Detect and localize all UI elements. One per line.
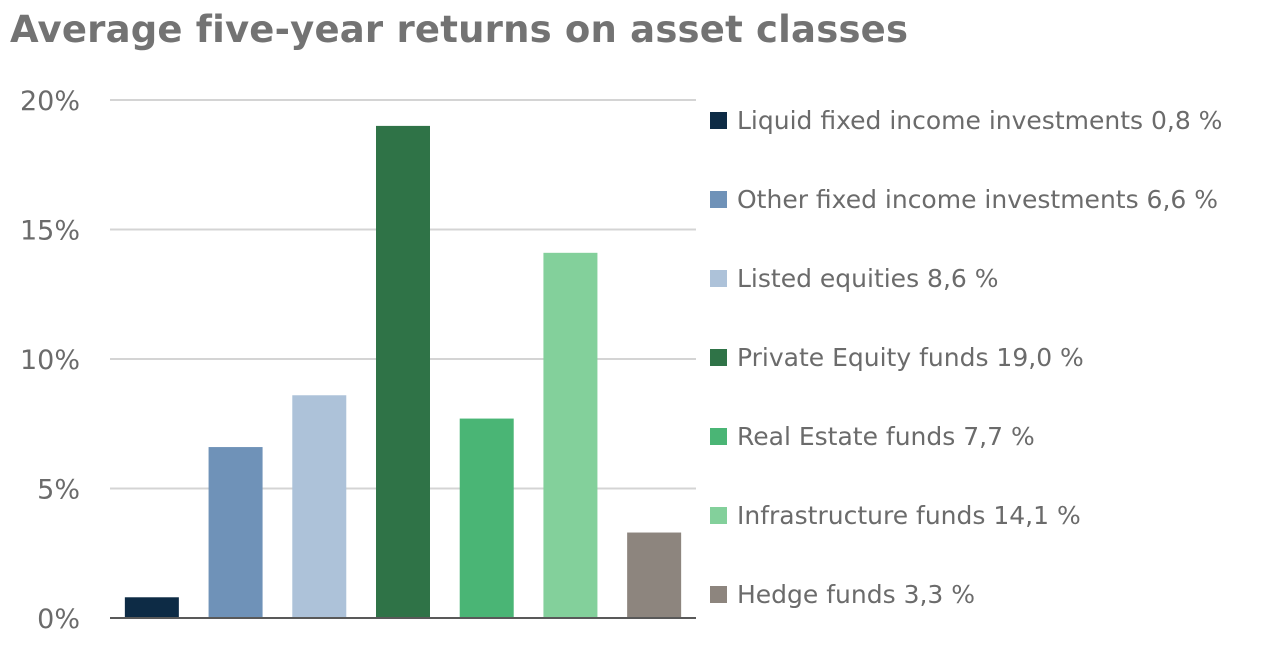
legend-item: Listed equities 8,6 % <box>710 264 999 293</box>
chart-title: Average five-year returns on asset class… <box>10 8 909 51</box>
bar <box>124 597 179 618</box>
legend-label: Infrastructure funds 14,1 % <box>737 501 1081 530</box>
legend-swatch <box>710 586 727 603</box>
legend-item: Infrastructure funds 14,1 % <box>710 501 1081 530</box>
y-tick-label: 0% <box>37 604 80 635</box>
legend-item: Hedge funds 3,3 % <box>710 580 975 609</box>
y-tick-label: 10% <box>20 345 80 376</box>
legend-item: Other fixed income investments 6,6 % <box>710 185 1218 214</box>
legend-swatch <box>710 507 727 524</box>
legend-swatch <box>710 112 727 129</box>
legend-label: Listed equities 8,6 % <box>737 264 999 293</box>
legend-label: Other fixed income investments 6,6 % <box>737 185 1219 214</box>
bar <box>292 395 347 618</box>
legend-item: Real Estate funds 7,7 % <box>710 422 1035 451</box>
legend-item: Liquid fixed income investments 0,8 % <box>710 106 1222 135</box>
legend-label: Real Estate funds 7,7 % <box>737 422 1035 451</box>
legend-swatch <box>710 270 727 287</box>
legend-swatch <box>710 349 727 366</box>
legend-item: Private Equity funds 19,0 % <box>710 343 1084 372</box>
y-tick-label: 15% <box>20 216 80 247</box>
legend-label: Hedge funds 3,3 % <box>737 580 976 609</box>
y-tick-label: 5% <box>37 475 80 506</box>
bar <box>208 447 263 618</box>
y-axis-ticks: 0% 5% 10% 15% 20% <box>20 86 80 635</box>
legend-swatch <box>710 191 727 208</box>
legend-label: Liquid fixed income investments 0,8 % <box>737 106 1223 135</box>
bar <box>543 252 598 618</box>
y-tick-label: 20% <box>20 86 80 117</box>
legend-label: Private Equity funds 19,0 % <box>737 343 1084 372</box>
bar <box>627 532 682 618</box>
bar <box>376 125 430 619</box>
bars <box>124 125 682 619</box>
bar <box>459 418 514 618</box>
legend-swatch <box>710 428 727 445</box>
